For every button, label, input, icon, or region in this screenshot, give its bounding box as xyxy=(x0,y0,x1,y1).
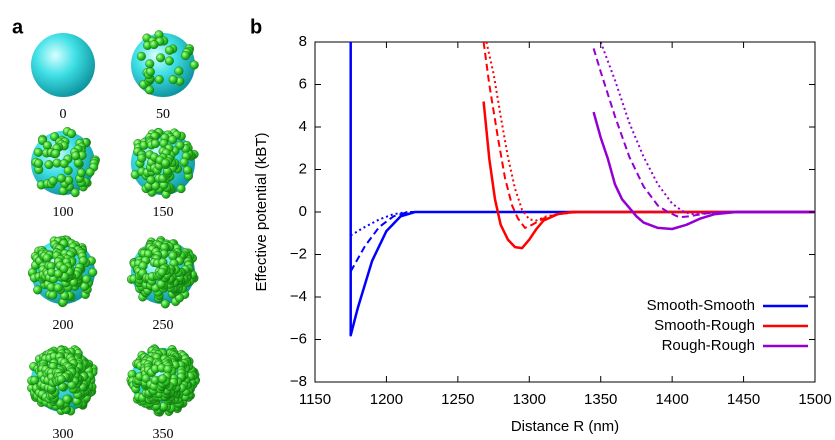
series-line xyxy=(485,42,815,222)
legend-label: Smooth-Smooth xyxy=(647,297,755,314)
y-tick-label: 8 xyxy=(299,33,307,50)
y-tick-label: 6 xyxy=(299,75,307,92)
particle xyxy=(64,175,74,185)
particle xyxy=(66,129,76,139)
series-line xyxy=(482,42,815,229)
x-tick-label: 1350 xyxy=(584,391,617,408)
particle xyxy=(59,159,69,169)
particle xyxy=(88,267,98,277)
particle xyxy=(141,373,151,383)
series-line xyxy=(349,42,815,337)
sphere xyxy=(31,33,95,97)
particle xyxy=(63,165,73,175)
panel-a: 0 50 100 150 200 250 300 350 xyxy=(27,30,200,440)
particle xyxy=(53,283,63,293)
particle xyxy=(71,151,81,161)
particle xyxy=(154,74,164,84)
particle xyxy=(76,168,86,178)
coverage-label: 300 xyxy=(53,427,74,440)
coverage-label: 100 xyxy=(53,205,74,220)
x-tick-label: 1150 xyxy=(299,391,331,408)
x-tick-label: 1500 xyxy=(798,391,831,408)
series-line xyxy=(599,42,815,216)
particle xyxy=(34,158,44,168)
particle xyxy=(180,51,190,61)
y-axis-label: Effective potential (kBT) xyxy=(253,133,270,292)
x-axis-label: Distance R (nm) xyxy=(511,418,619,435)
x-tick-label: 1450 xyxy=(727,391,760,408)
series-line xyxy=(592,111,815,231)
legend: Smooth-Smooth Smooth-Rough Rough-Rough xyxy=(647,297,808,354)
coverage-label: 250 xyxy=(153,318,174,333)
particle xyxy=(179,157,189,167)
particle xyxy=(167,135,177,145)
series-line xyxy=(482,101,815,250)
x-tick-label: 1400 xyxy=(655,391,688,408)
x-tick-label: 1300 xyxy=(513,391,546,408)
particle xyxy=(42,253,52,263)
y-tick-label: −6 xyxy=(290,330,307,347)
y-tick-label: −2 xyxy=(290,245,307,262)
coverage-label: 0 xyxy=(60,107,67,122)
particle xyxy=(164,56,174,66)
coverage-label: 350 xyxy=(153,427,174,440)
particle xyxy=(85,167,95,177)
particle xyxy=(158,374,168,384)
particle xyxy=(56,374,66,384)
y-tick-label: 2 xyxy=(299,160,307,177)
coverage-label: 150 xyxy=(153,205,174,220)
particle xyxy=(44,160,54,170)
series-line xyxy=(592,48,815,219)
particle xyxy=(51,148,61,158)
particle xyxy=(189,60,199,70)
particle xyxy=(137,153,147,163)
series-line xyxy=(349,211,815,272)
particle xyxy=(70,188,80,198)
particle xyxy=(149,40,159,50)
particle xyxy=(145,59,155,69)
particle xyxy=(81,274,91,284)
particle xyxy=(168,251,178,261)
y-tick-label: −4 xyxy=(290,288,307,305)
plot-area xyxy=(349,42,815,337)
particle xyxy=(62,394,72,404)
particle xyxy=(53,269,63,279)
particle xyxy=(48,290,58,300)
x-tick-label: 1200 xyxy=(370,391,403,408)
y-tick-label: −8 xyxy=(290,373,307,390)
particle xyxy=(176,184,186,194)
particle xyxy=(150,139,160,149)
particle xyxy=(182,165,192,175)
particle xyxy=(144,85,154,95)
particle xyxy=(156,53,166,63)
particle xyxy=(56,173,66,183)
y-tick-label: 4 xyxy=(299,118,307,135)
particle xyxy=(59,264,69,274)
x-tick-label: 1250 xyxy=(441,391,474,408)
particle xyxy=(164,45,174,55)
panel-label: b xyxy=(250,16,262,38)
legend-label: Rough-Rough xyxy=(662,337,755,354)
particle xyxy=(146,175,156,185)
coverage-label: 50 xyxy=(156,107,170,122)
particle xyxy=(136,51,146,61)
particle xyxy=(160,299,170,309)
y-tick-label: 0 xyxy=(299,203,307,220)
legend-label: Smooth-Rough xyxy=(654,317,755,334)
particle xyxy=(168,75,178,85)
particle xyxy=(48,176,58,186)
particle xyxy=(33,147,43,157)
particle xyxy=(161,158,171,168)
coverage-label: 200 xyxy=(53,318,74,333)
particle xyxy=(174,66,184,76)
series-line xyxy=(350,211,815,237)
particle xyxy=(157,267,167,277)
panel-label: a xyxy=(12,16,24,38)
particle xyxy=(33,285,43,295)
particle xyxy=(145,67,155,77)
